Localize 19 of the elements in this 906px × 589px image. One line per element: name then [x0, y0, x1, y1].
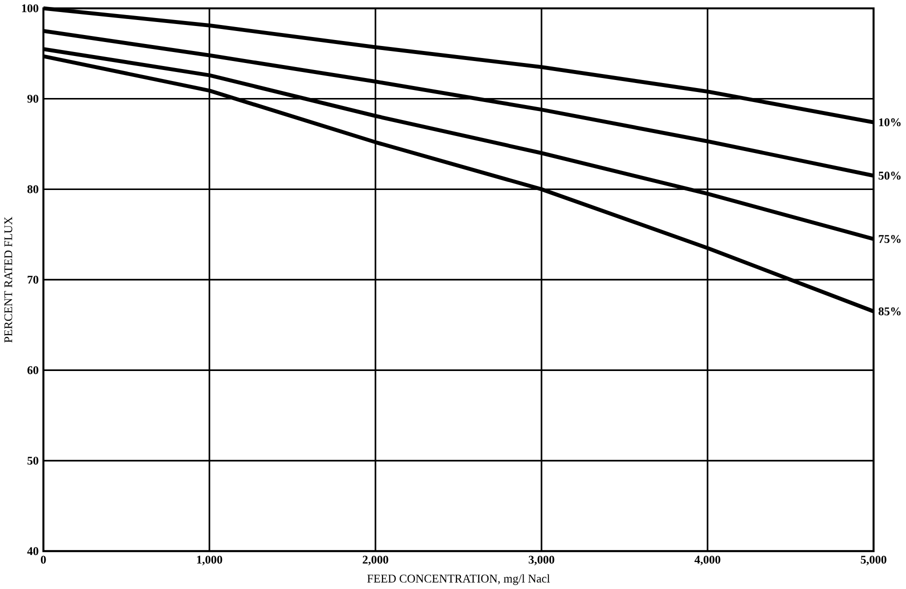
- series-label: 50%: [878, 172, 901, 180]
- y-tick-label: 80: [27, 185, 38, 194]
- y-tick-label: 100: [22, 4, 38, 12]
- x-tick-label: 5,000: [860, 556, 886, 566]
- series-label: 85%: [878, 307, 901, 316]
- y-tick-label: 40: [27, 547, 38, 555]
- x-tick-label: 0: [40, 556, 46, 564]
- x-tick-label: 4,000: [694, 556, 720, 566]
- x-tick-label: 2,000: [362, 556, 388, 566]
- y-tick-label: 70: [28, 276, 38, 284]
- y-axis-title: PERCENT RATED FLUX: [4, 216, 12, 342]
- series-label: 75%: [878, 234, 901, 243]
- x-tick-label: 3,000: [528, 556, 554, 566]
- series-label: 10%: [879, 118, 901, 126]
- y-tick-label: 60: [27, 366, 38, 374]
- x-tick-label: 1,000: [197, 556, 222, 566]
- y-tick-label: 90: [27, 94, 38, 103]
- x-axis-title: FEED CONCENTRATION, mg/l Nacl: [367, 574, 550, 585]
- y-tick-label: 50: [28, 456, 38, 464]
